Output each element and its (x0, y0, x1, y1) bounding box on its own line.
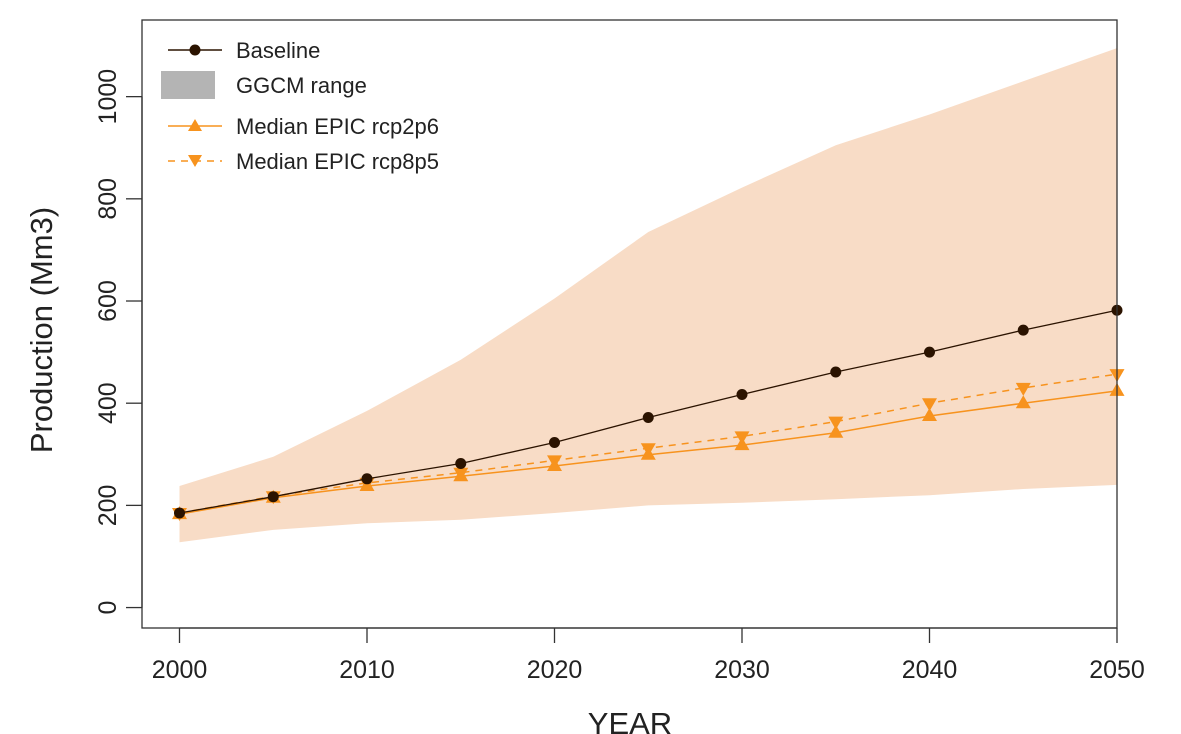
x-tick-label-2020: 2020 (527, 656, 583, 684)
point-median-epic-rcp2p6-2010 (359, 478, 375, 491)
legend-rcp2p6-marker (188, 119, 202, 131)
y-tick-label-1000: 1000 (94, 69, 122, 125)
x-tick-label-2040: 2040 (902, 656, 958, 684)
point-baseline-2000 (174, 507, 185, 519)
legend-rcp8p5-label: Median EPIC rcp8p5 (236, 149, 439, 174)
point-baseline-2020 (549, 437, 560, 449)
legend: Baseline GGCM range Median EPIC rcp2p6 M… (161, 38, 439, 174)
point-baseline-2035 (830, 366, 842, 378)
x-tick-label-2000: 2000 (152, 656, 208, 684)
point-baseline-2030 (736, 389, 748, 401)
y-axis-title: Production (Mm3) (24, 207, 59, 453)
x-tick-label-2030: 2030 (714, 656, 770, 684)
point-baseline-2010 (361, 473, 373, 485)
legend-ggcm-range-swatch (161, 71, 215, 99)
point-baseline-2015 (455, 457, 467, 469)
legend-rcp8p5-marker (188, 155, 202, 167)
legend-baseline-marker (189, 44, 201, 56)
legend-baseline-label: Baseline (236, 38, 320, 63)
y-tick-label-800: 800 (94, 178, 122, 220)
ggcm-range-layer (179, 48, 1117, 543)
point-baseline-2005 (267, 491, 279, 503)
point-median-epic-rcp2p6-2025 (640, 446, 656, 460)
point-median-epic-rcp2p6-2015 (453, 468, 469, 482)
point-median-epic-rcp2p6-2045 (1015, 395, 1031, 409)
point-median-epic-rcp8p5-2045 (1015, 382, 1031, 396)
x-tick-label-2050: 2050 (1089, 656, 1145, 684)
x-axis: 2000 2010 2020 2030 2040 2050 (152, 627, 1145, 684)
point-baseline-2045 (1017, 324, 1029, 336)
point-median-epic-rcp8p5-2040 (922, 398, 937, 412)
y-tick-label-0: 0 (94, 601, 122, 615)
ggcm-range-band (179, 48, 1117, 543)
point-median-epic-rcp2p6-2035 (828, 424, 844, 438)
series-layer (172, 304, 1125, 521)
legend-rcp2p6-label: Median EPIC rcp2p6 (236, 114, 439, 139)
y-tick-label-600: 600 (94, 280, 122, 322)
x-tick-label-2010: 2010 (339, 656, 395, 684)
y-tick-label-200: 200 (94, 485, 122, 527)
legend-ggcm-range-label: GGCM range (236, 73, 367, 98)
point-baseline-2040 (924, 346, 935, 358)
point-median-epic-rcp2p6-2040 (922, 408, 937, 421)
y-tick-label-400: 400 (94, 382, 122, 424)
point-median-epic-rcp8p5-2035 (828, 416, 844, 430)
point-baseline-2025 (642, 411, 654, 423)
x-axis-title: YEAR (588, 706, 672, 734)
y-axis: 0 200 400 600 800 1000 (94, 69, 143, 615)
point-median-epic-rcp2p6-2030 (734, 437, 750, 451)
point-median-epic-rcp2p6-2020 (547, 458, 562, 471)
